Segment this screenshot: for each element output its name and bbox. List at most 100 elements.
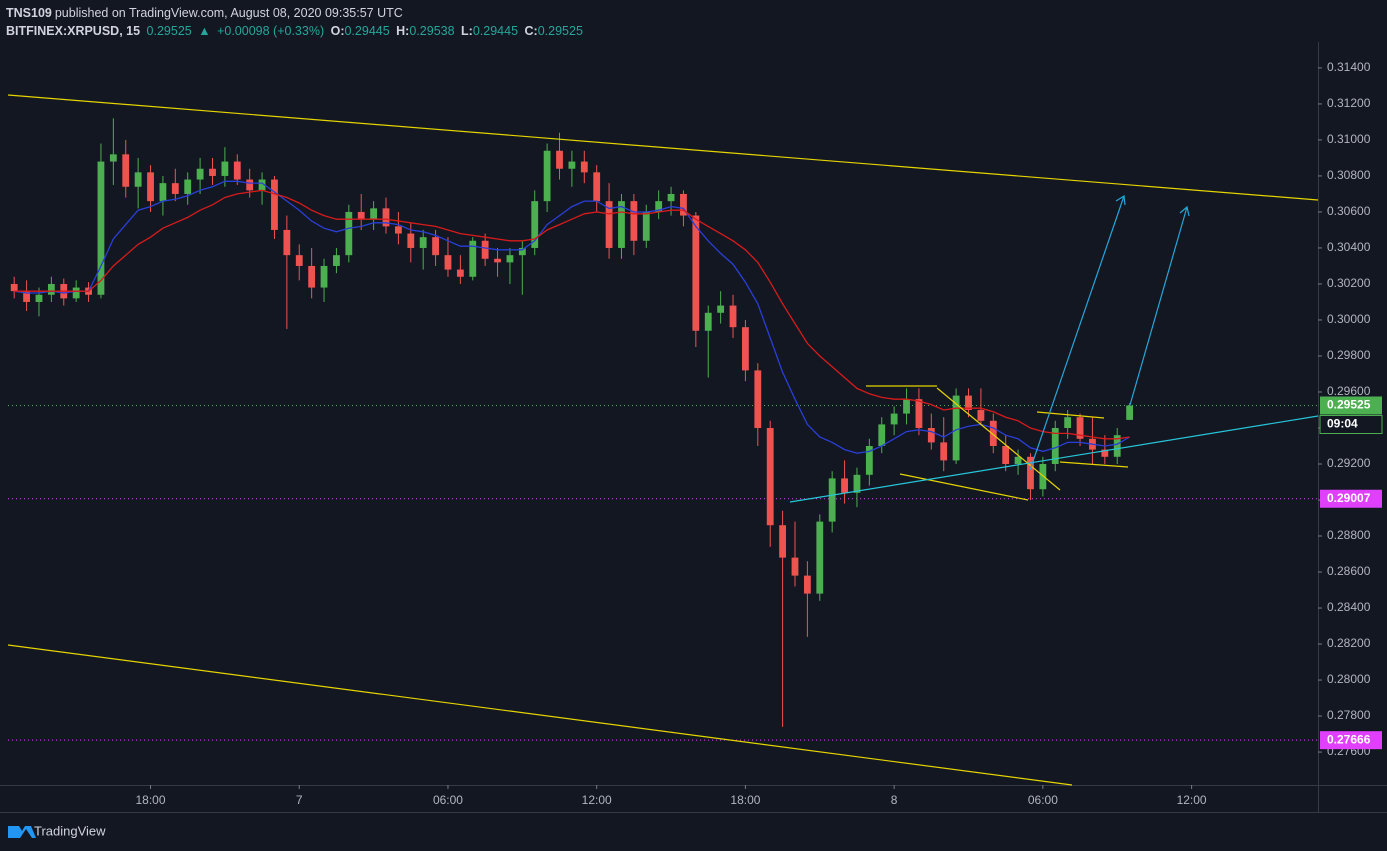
candle-body xyxy=(23,291,30,302)
candle-body xyxy=(233,161,241,180)
publisher: TNS109 xyxy=(6,6,52,20)
candle-body xyxy=(692,215,700,331)
candle-body xyxy=(518,247,526,256)
countdown-box xyxy=(1319,414,1383,434)
candle-body xyxy=(432,237,439,256)
close: 0.29525 xyxy=(537,24,583,38)
candle-body xyxy=(196,168,204,180)
price-label: 0.29525 xyxy=(1327,398,1371,412)
candle-body xyxy=(469,240,477,277)
candle-body xyxy=(580,161,588,173)
candle-body xyxy=(10,283,18,292)
candle-body xyxy=(122,154,130,187)
channel-bottom xyxy=(7,644,1073,786)
candle-body xyxy=(258,179,266,191)
candle-body xyxy=(754,370,762,428)
candle-body xyxy=(1051,427,1059,464)
candle-body xyxy=(989,420,997,446)
moving-average xyxy=(14,180,1130,454)
candle-body xyxy=(779,525,787,558)
plot-area xyxy=(8,118,1318,741)
candle-body xyxy=(1126,405,1134,420)
candle-body xyxy=(556,150,563,169)
candle-body xyxy=(35,294,43,302)
candle-body xyxy=(506,255,514,263)
y-tick-label: 0.28200 xyxy=(1327,636,1371,650)
candle-body xyxy=(1027,456,1034,490)
candle-body xyxy=(1113,435,1121,457)
candle-body xyxy=(878,424,886,446)
price-label: 0.29007 xyxy=(1327,491,1371,505)
candle-body xyxy=(72,287,80,299)
candle-body xyxy=(618,201,625,248)
candle-body xyxy=(816,521,824,594)
candle-body xyxy=(630,201,638,241)
price-label: 0.27666 xyxy=(1327,732,1371,746)
frame xyxy=(0,42,1387,813)
candle-body xyxy=(444,255,452,270)
y-tick-label: 0.28800 xyxy=(1327,528,1371,542)
candle-body xyxy=(791,557,799,576)
x-tick-label: 18:00 xyxy=(730,793,760,807)
y-tick-label: 0.28400 xyxy=(1327,600,1371,614)
candle-body xyxy=(357,211,365,220)
y-tick-label: 0.31200 xyxy=(1327,96,1371,110)
x-tick-label: 18:00 xyxy=(136,793,166,807)
candle-body xyxy=(1039,463,1047,490)
y-tick-label: 0.29600 xyxy=(1327,384,1371,398)
candle-body xyxy=(320,265,328,288)
close-label: C: xyxy=(524,24,538,38)
candle-body xyxy=(952,395,960,461)
candle-body xyxy=(1002,445,1010,464)
last-price: 0.29525 xyxy=(146,24,192,38)
published: published on TradingView.com, August 08,… xyxy=(54,6,403,20)
publish-line: TNS109 published on TradingView.com, Augu… xyxy=(6,4,586,22)
candle-body xyxy=(456,269,464,277)
arrow-head xyxy=(1115,194,1126,206)
y-tick-label: 0.28600 xyxy=(1327,564,1371,578)
candle-body xyxy=(965,395,972,410)
candle-body xyxy=(382,208,390,227)
candle-body xyxy=(271,179,278,230)
candle-body xyxy=(742,327,749,371)
drawings xyxy=(7,94,1319,786)
candle-body xyxy=(977,409,985,421)
candle-body xyxy=(828,478,836,522)
y-tick-label: 0.30000 xyxy=(1327,312,1371,326)
low-label: L: xyxy=(461,24,473,38)
x-tick-label: 7 xyxy=(296,793,303,807)
high-label: H: xyxy=(396,24,410,38)
candle-body xyxy=(593,172,601,202)
candle-body xyxy=(345,211,353,256)
candle-body xyxy=(1014,456,1022,464)
high: 0.29538 xyxy=(409,24,455,38)
candle-body xyxy=(927,427,935,443)
candle-body xyxy=(717,305,725,313)
moving-average xyxy=(14,189,1130,440)
candle-body xyxy=(890,413,898,425)
y-tick-label: 0.29200 xyxy=(1327,456,1371,470)
candle-body xyxy=(704,312,712,331)
candle-body xyxy=(1076,417,1084,439)
candle-body xyxy=(295,255,303,266)
axes: 0.276000.278000.280000.282000.284000.286… xyxy=(136,60,1383,807)
change-arrow: ▲ xyxy=(198,24,211,38)
candle-body xyxy=(184,179,192,194)
price-label-box xyxy=(1320,396,1382,415)
candle-body xyxy=(209,168,216,176)
pattern-line xyxy=(936,387,1061,491)
y-tick-label: 0.28000 xyxy=(1327,672,1371,686)
candle-body xyxy=(283,229,291,256)
candle-body xyxy=(221,161,229,176)
y-tick-label: 0.31400 xyxy=(1327,60,1371,74)
target-arrow xyxy=(1129,206,1188,406)
candle-body xyxy=(109,154,117,162)
candle-body xyxy=(655,201,663,212)
candle-body xyxy=(171,183,179,194)
candle-body xyxy=(680,193,687,216)
candle-body xyxy=(543,150,551,202)
candle-body xyxy=(531,201,539,248)
candle-body xyxy=(568,161,576,169)
candle-body xyxy=(1064,417,1072,428)
